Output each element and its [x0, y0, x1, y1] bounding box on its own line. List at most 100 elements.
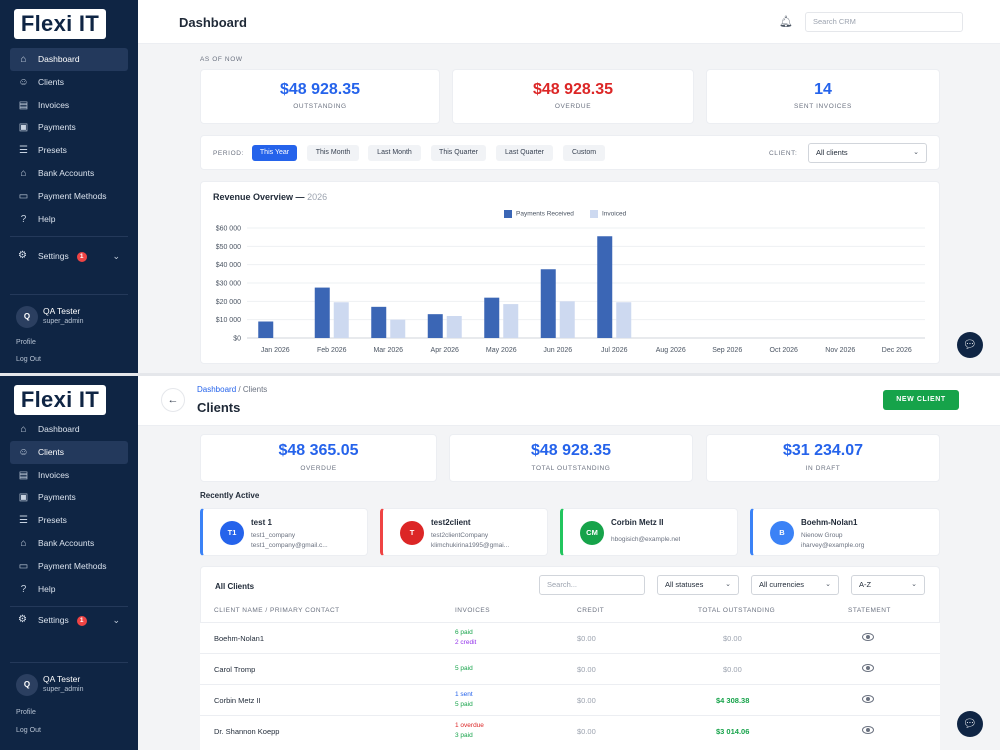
sidebar-item-settings[interactable]: ⚙ Settings 1 ⌄ — [10, 610, 128, 630]
profile-link[interactable]: Profile — [16, 339, 36, 346]
sidebar-item-label: Payment Methods — [38, 560, 107, 571]
avatar: Q — [16, 674, 38, 696]
breadcrumb-separator: / — [238, 385, 241, 394]
sidebar-item-dashboard[interactable]: ⌂ Dashboard — [10, 48, 128, 71]
client-name[interactable]: Corbin Metz II — [214, 696, 261, 705]
sidebar-item-label: Help — [38, 213, 56, 224]
search-input[interactable]: Search... — [539, 575, 645, 595]
y-tick-label: $60 000 — [216, 226, 241, 233]
bell-icon[interactable]: 🔔︎ — [779, 16, 793, 28]
search-input[interactable]: Search CRM — [805, 12, 963, 32]
chevron-down-icon: ⌄ — [725, 581, 731, 588]
status-filter-select[interactable]: All statuses ⌄ — [657, 575, 739, 595]
recent-client-card[interactable]: CM Corbin Metz II hbogisich@example.net — [560, 508, 738, 556]
new-client-button[interactable]: NEW CLIENT — [883, 390, 959, 410]
sidebar-item-payments[interactable]: ▣ Payments — [10, 486, 128, 509]
stat-value: $48 928.35 — [279, 81, 361, 98]
sidebar-item-dashboard[interactable]: ⌂ Dashboard — [10, 418, 128, 441]
column-header-client[interactable]: CLIENT NAME / PRIMARY CONTACT — [214, 607, 340, 614]
period-this-quarter[interactable]: This Quarter — [431, 145, 486, 161]
sidebar-item-payments[interactable]: ▣ Payments — [10, 116, 128, 139]
sidebar-item-bank-accounts[interactable]: ⌂ Bank Accounts — [10, 162, 128, 185]
x-tick-label: Mar 2026 — [373, 347, 403, 354]
x-tick-label: May 2026 — [486, 347, 517, 354]
table-row[interactable]: Corbin Metz II 1 sent 5 paid $0.00 $4 30… — [200, 684, 940, 715]
client-email: klimchukirina1995@gmai... — [431, 542, 510, 549]
sidebar-item-presets[interactable]: ☰ Presets — [10, 139, 128, 162]
avatar: Q — [16, 306, 38, 328]
period-last-month[interactable]: Last Month — [368, 145, 421, 161]
user-menu[interactable]: Q QA Tester super_admin — [10, 670, 128, 700]
sidebar-item-help[interactable]: ? Help — [10, 208, 128, 231]
stat-label: SENT INVOICES — [794, 103, 852, 110]
credit-value: $0.00 — [577, 696, 596, 705]
recent-client-card[interactable]: T1 test 1 test1_company test1_company@gm… — [200, 508, 368, 556]
eye-icon[interactable] — [862, 726, 874, 734]
sidebar-item-clients[interactable]: ☺ Clients — [10, 440, 128, 464]
recent-client-card[interactable]: B Boehm-Nolan1 Nienow Group iharvey@exam… — [750, 508, 940, 556]
period-custom[interactable]: Custom — [563, 145, 605, 161]
sidebar-item-bank-accounts[interactable]: ⌂ Bank Accounts — [10, 532, 128, 555]
invoice-icon: ▤ — [18, 99, 29, 111]
client-name[interactable]: Carol Tromp — [214, 665, 256, 674]
eye-icon[interactable] — [862, 633, 874, 641]
eye-icon[interactable] — [862, 664, 874, 672]
brand-logo[interactable]: Flexi IT — [14, 9, 106, 39]
sidebar-item-help[interactable]: ? Help — [10, 578, 128, 601]
chat-icon[interactable]: 💬︎ — [957, 711, 983, 737]
y-tick-label: $20 000 — [216, 299, 241, 306]
chart-title-text: Revenue Overview — [213, 192, 294, 202]
profile-link[interactable]: Profile — [16, 709, 36, 716]
sidebar-item-invoices[interactable]: ▤ Invoices — [10, 94, 128, 117]
logout-link[interactable]: Log Out — [16, 727, 41, 734]
client-name[interactable]: Boehm-Nolan1 — [214, 634, 265, 643]
stat-value: $48 928.35 — [532, 81, 614, 98]
breadcrumb-dashboard[interactable]: Dashboard — [197, 385, 237, 394]
sidebar-item-presets[interactable]: ☰ Presets — [10, 509, 128, 532]
currency-filter-select[interactable]: All currencies ⌄ — [751, 575, 839, 595]
period-last-quarter[interactable]: Last Quarter — [496, 145, 553, 161]
table-row[interactable]: Boehm-Nolan1 6 paid 2 credit $0.00 $0.00 — [200, 622, 940, 653]
user-name: QA Tester — [43, 674, 81, 684]
chat-icon[interactable]: 💬︎ — [957, 332, 983, 358]
column-header-statement[interactable]: STATEMENT — [848, 607, 891, 614]
client-name[interactable]: Dr. Shannon Koepp — [214, 727, 280, 736]
chevron-down-icon: ⌄ — [913, 149, 919, 156]
recent-client-card[interactable]: T test2client test2clientCompany klimchu… — [380, 508, 548, 556]
sidebar-item-payment-methods[interactable]: ▭ Payment Methods — [10, 185, 128, 208]
legend-item-payments: Payments Received — [504, 210, 574, 218]
column-header-credit[interactable]: CREDIT — [577, 607, 605, 614]
brand-logo[interactable]: Flexi IT — [14, 385, 106, 415]
user-menu[interactable]: Q QA Tester super_admin — [10, 302, 128, 332]
filter-bar: PERIOD: This Year This Month Last Month … — [200, 135, 940, 170]
column-header-invoices[interactable]: INVOICES — [455, 607, 491, 614]
sidebar-item-clients[interactable]: ☺ Clients — [10, 71, 128, 94]
gear-icon: ⚙ — [18, 614, 27, 625]
column-header-outstanding[interactable]: TOTAL OUTSTANDING — [698, 607, 776, 614]
sidebar-divider — [10, 294, 128, 295]
invoice-status-secondary: 5 paid — [455, 701, 473, 708]
home-icon: ⌂ — [20, 54, 27, 65]
all-clients-heading: All Clients — [215, 582, 255, 591]
legend-swatch — [590, 210, 598, 218]
x-tick-label: Sep 2026 — [712, 347, 742, 354]
sidebar-item-payment-methods[interactable]: ▭ Payment Methods — [10, 555, 128, 578]
sidebar-item-settings[interactable]: ⚙ Settings 1 ⌄ — [10, 246, 128, 266]
client-company: Nienow Group — [801, 532, 843, 539]
table-row[interactable]: Dr. Shannon Koepp 1 overdue 3 paid $0.00… — [200, 715, 940, 750]
client-select[interactable]: All clients ⌄ — [808, 143, 927, 163]
eye-icon[interactable] — [862, 695, 874, 703]
outstanding-value: $4 308.38 — [716, 696, 750, 705]
x-tick-label: Apr 2026 — [431, 347, 460, 354]
x-tick-label: Jun 2026 — [543, 347, 572, 354]
bar-invoiced — [616, 302, 632, 338]
table-row[interactable]: Carol Tromp 5 paid $0.00 $0.00 — [200, 653, 940, 684]
sort-select[interactable]: A-Z ⌄ — [851, 575, 925, 595]
bar-invoiced — [333, 302, 349, 338]
period-this-month[interactable]: This Month — [307, 145, 359, 161]
logout-link[interactable]: Log Out — [16, 356, 41, 363]
sidebar-item-invoices[interactable]: ▤ Invoices — [10, 464, 128, 487]
period-this-year[interactable]: This Year — [252, 145, 297, 161]
outstanding-value: $0.00 — [723, 665, 742, 674]
back-arrow-icon[interactable]: ← — [161, 388, 185, 412]
